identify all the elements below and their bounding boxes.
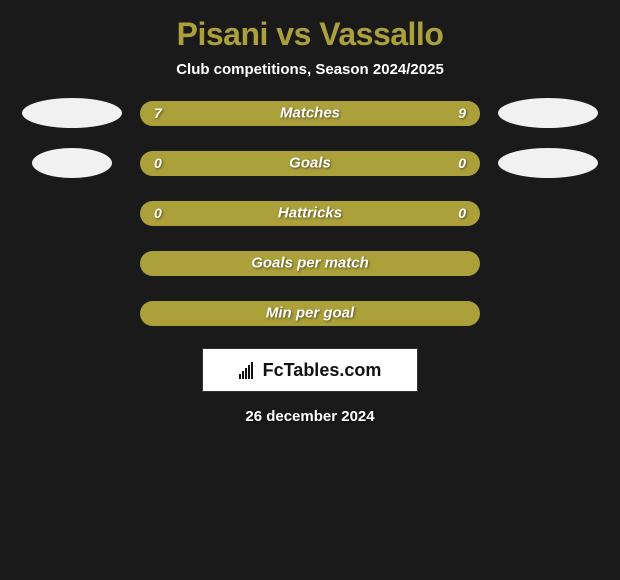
stat-value-left: 7 [154, 105, 162, 121]
player1-avatar [22, 98, 122, 128]
stat-bar: Min per goal [140, 301, 480, 326]
stat-bar: 7 Matches 9 [140, 101, 480, 126]
stat-value-right: 0 [458, 155, 466, 171]
player1-name: Pisani [177, 16, 268, 52]
comparison-row: Min per goal [0, 298, 620, 328]
logo-box: FcTables.com [202, 348, 418, 392]
stat-bar: Goals per match [140, 251, 480, 276]
stat-value-left: 0 [154, 205, 162, 221]
stat-label: Goals [289, 155, 331, 172]
logo-text: FcTables.com [263, 360, 382, 381]
stat-value-right: 0 [458, 205, 466, 221]
stat-label: Min per goal [266, 305, 354, 322]
date-text: 26 december 2024 [245, 408, 374, 425]
comparison-row: Goals per match [0, 248, 620, 278]
subtitle: Club competitions, Season 2024/2025 [176, 61, 444, 78]
chart-icon [239, 361, 259, 379]
vs-label: vs [276, 16, 311, 52]
stat-value-right: 9 [458, 105, 466, 121]
comparison-rows: 7 Matches 9 0 Goals 0 0 Hattricks 0 Goals per mat… [0, 98, 620, 328]
stat-value-left: 0 [154, 155, 162, 171]
comparison-infographic: Pisani vs Vassallo Club competitions, Se… [0, 0, 620, 435]
stat-label: Hattricks [278, 205, 342, 222]
stat-bar: 0 Hattricks 0 [140, 201, 480, 226]
player1-avatar [32, 148, 112, 178]
page-title: Pisani vs Vassallo [177, 16, 444, 53]
stat-label: Goals per match [251, 255, 369, 272]
comparison-row: 0 Goals 0 [0, 148, 620, 178]
player2-avatar [498, 98, 598, 128]
avatar-spacer [498, 198, 598, 228]
avatar-spacer [498, 248, 598, 278]
player2-name: Vassallo [319, 16, 443, 52]
player2-avatar [498, 148, 598, 178]
stat-bar: 0 Goals 0 [140, 151, 480, 176]
stat-label: Matches [280, 105, 340, 122]
avatar-spacer [22, 248, 122, 278]
comparison-row: 7 Matches 9 [0, 98, 620, 128]
bar-fill-left [140, 101, 289, 126]
avatar-spacer [22, 298, 122, 328]
avatar-spacer [22, 198, 122, 228]
comparison-row: 0 Hattricks 0 [0, 198, 620, 228]
avatar-spacer [498, 298, 598, 328]
